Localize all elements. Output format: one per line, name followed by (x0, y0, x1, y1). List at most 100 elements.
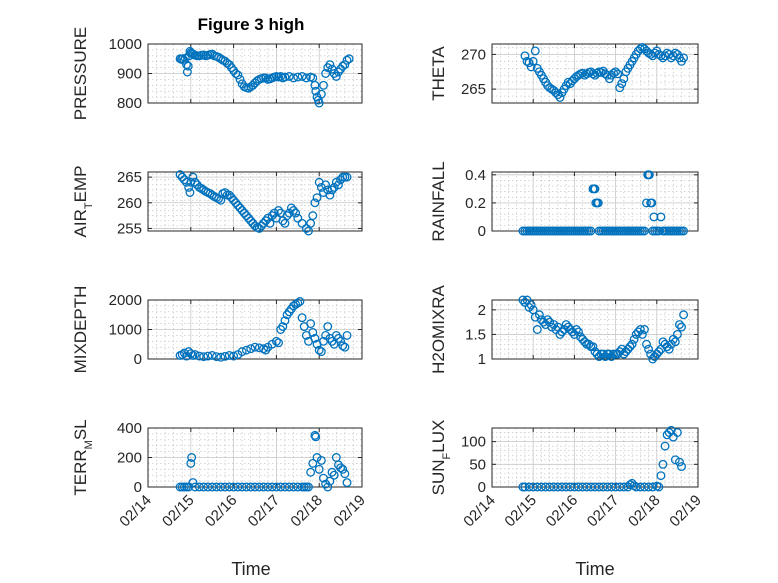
data-point (280, 316, 290, 326)
data-point (207, 482, 217, 492)
data-point (233, 70, 243, 80)
y-tick-label-theta: 270 (461, 46, 486, 63)
data-point (308, 328, 318, 337)
x-tick-label-sun_flux: 02/15 (501, 492, 540, 531)
data-point (282, 211, 292, 221)
x-tick-label-terr_msl: 02/18 (287, 492, 326, 531)
series-terr_msl (175, 430, 352, 492)
data-point (188, 478, 198, 488)
subplot-h2omixra: 1 1.5 2 H2OMIXRA (429, 284, 699, 374)
data-point (306, 467, 316, 477)
data-point (286, 203, 296, 213)
series-rainfall (518, 170, 689, 236)
data-point (321, 180, 331, 190)
y-tick-label-h2omixra: 1 (478, 351, 486, 368)
data-point (259, 482, 269, 492)
data-point (233, 200, 243, 210)
data-point (609, 68, 618, 78)
y-tick-label-pressure: 800 (117, 95, 142, 112)
data-point (679, 310, 689, 320)
y-tick-label-sun_flux: 0 (478, 479, 486, 496)
x-tick-label-terr_msl: 02/16 (202, 492, 241, 531)
x-tick-label-sun_flux: 02/19 (666, 492, 705, 531)
data-point (518, 295, 528, 305)
data-point (647, 198, 657, 208)
data-point (323, 482, 333, 492)
data-point (220, 482, 230, 492)
data-point (635, 44, 645, 54)
data-point (227, 193, 236, 203)
data-point (308, 211, 318, 221)
data-point (229, 195, 239, 205)
data-point (656, 471, 666, 481)
data-point (184, 182, 194, 192)
data-point (297, 71, 307, 81)
y-tick-label-air_temp: 260 (117, 195, 142, 212)
data-point (224, 351, 234, 360)
data-point (323, 322, 333, 331)
data-point (190, 177, 200, 187)
data-point (578, 68, 588, 78)
data-point (314, 98, 324, 108)
data-point (278, 216, 288, 226)
x-tick-label-sun_flux: 02/14 (460, 492, 499, 531)
data-point (188, 172, 198, 182)
data-point (271, 336, 281, 346)
data-point (235, 203, 245, 213)
data-point (340, 469, 350, 479)
series-theta (520, 43, 689, 102)
data-point (629, 481, 639, 491)
data-point (250, 482, 260, 492)
data-point (530, 46, 540, 56)
subplot-theta: 265 270 THETA (429, 43, 699, 104)
x-tick-label-sun_flux: 02/17 (584, 492, 623, 531)
data-point (574, 70, 583, 80)
data-point (254, 482, 264, 492)
data-point (301, 73, 311, 83)
data-point (522, 56, 532, 66)
data-point (532, 325, 542, 334)
data-point (675, 320, 684, 330)
data-point (293, 213, 303, 223)
x-tick-label-terr_msl: 02/14 (116, 492, 155, 531)
y-tick-label-h2omixra: 1.5 (465, 326, 486, 343)
data-point (654, 482, 664, 492)
y-tick-label-pressure: 900 (117, 66, 142, 83)
data-point (280, 72, 290, 82)
data-point (557, 327, 567, 337)
data-point (336, 336, 346, 346)
data-point (625, 480, 635, 490)
data-point (280, 482, 290, 492)
data-point (543, 315, 553, 325)
data-point (310, 80, 320, 90)
data-point (276, 482, 286, 492)
data-point (637, 329, 647, 339)
data-point (231, 69, 241, 78)
subplot-pressure: 800 900 1000 PRESSURE (71, 27, 363, 120)
data-point (250, 221, 260, 231)
data-point (342, 172, 352, 182)
data-point (553, 90, 563, 100)
data-point (598, 349, 608, 359)
data-point (340, 60, 350, 70)
data-point (675, 457, 684, 467)
data-point (615, 83, 625, 93)
data-point (611, 67, 621, 77)
subplot-sun_flux: 0 50 100 02/14 02/15 02/16 02/17 02/18 02/19 SUNF… (429, 420, 705, 531)
data-point (319, 80, 328, 90)
data-point (526, 62, 536, 72)
y-tick-label-sun_flux: 50 (469, 456, 486, 473)
data-point (284, 71, 294, 81)
x-axis-label-left: Time (231, 559, 270, 579)
x-tick-label-terr_msl: 02/19 (330, 492, 369, 531)
data-point (237, 482, 247, 492)
data-point (241, 345, 251, 355)
data-point (289, 73, 298, 83)
data-point (331, 177, 341, 187)
data-point (241, 211, 251, 221)
data-point (216, 482, 226, 492)
data-point (261, 216, 271, 226)
data-point (644, 344, 654, 354)
x-tick-label-sun_flux: 02/16 (543, 492, 582, 531)
